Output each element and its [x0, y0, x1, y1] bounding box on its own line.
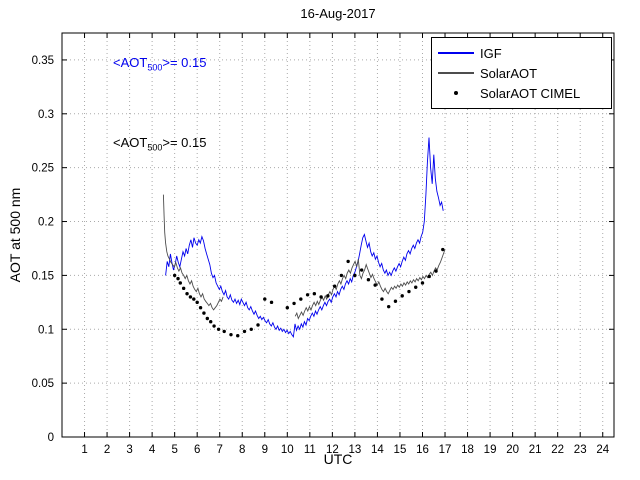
svg-text:1: 1: [81, 444, 87, 456]
svg-text:9: 9: [262, 444, 268, 456]
annotation-text-suffix: >= 0.15: [162, 55, 207, 70]
svg-text:18: 18: [461, 444, 474, 456]
chart-title: 16-Aug-2017: [300, 6, 376, 21]
svg-text:2: 2: [104, 444, 110, 456]
legend-label-solaraot: SolarAOT: [480, 65, 538, 81]
svg-text:17: 17: [439, 444, 452, 456]
legend-label-solaraot-cimel: SolarAOT CIMEL: [480, 85, 581, 101]
solaraot-cimel-dot-sample-wrap: [432, 91, 480, 95]
legend-entry-solaraot: SolarAOT: [432, 63, 611, 83]
annotation-text-prefix: <AOT: [113, 135, 148, 150]
svg-text:4: 4: [149, 444, 156, 456]
svg-text:15: 15: [394, 444, 407, 456]
svg-text:0.25: 0.25: [32, 163, 54, 175]
svg-text:23: 23: [574, 444, 587, 456]
annotation-text-suffix: >= 0.15: [162, 135, 207, 150]
legend: IGF SolarAOT SolarAOT CIMEL: [431, 37, 612, 109]
svg-text:8: 8: [239, 444, 245, 456]
svg-text:0.35: 0.35: [32, 55, 54, 67]
solaraot-line-sample: [438, 72, 474, 74]
annotation-subscript: 500: [147, 62, 163, 73]
svg-text:3: 3: [126, 444, 132, 456]
igf-line-sample: [438, 52, 474, 54]
svg-text:19: 19: [484, 444, 497, 456]
svg-text:12: 12: [326, 444, 339, 456]
svg-text:7: 7: [217, 444, 223, 456]
svg-text:10: 10: [281, 444, 294, 456]
svg-text:0.3: 0.3: [38, 109, 54, 121]
solaraot-line-sample-wrap: [432, 72, 480, 74]
svg-text:6: 6: [194, 444, 200, 456]
svg-text:5: 5: [171, 444, 177, 456]
solaraot-cimel-dot-sample: [454, 91, 458, 95]
svg-text:22: 22: [551, 444, 564, 456]
svg-text:13: 13: [348, 444, 361, 456]
svg-text:16: 16: [416, 444, 429, 456]
legend-entry-solaraot-cimel: SolarAOT CIMEL: [432, 83, 611, 103]
svg-text:14: 14: [371, 444, 384, 456]
legend-label-igf: IGF: [480, 45, 502, 61]
legend-entry-igf: IGF: [432, 43, 611, 63]
annotation-text-prefix: <AOT: [113, 55, 148, 70]
annotation-igf-mean-aot: <AOT500>= 0.15: [113, 55, 206, 73]
svg-text:21: 21: [529, 444, 542, 456]
annotation-subscript: 500: [147, 142, 163, 153]
svg-text:0: 0: [48, 432, 54, 444]
svg-text:0.15: 0.15: [32, 270, 54, 282]
svg-text:11: 11: [304, 444, 316, 456]
svg-text:0.05: 0.05: [32, 378, 54, 390]
svg-text:24: 24: [596, 444, 609, 456]
x-axis-label: UTC: [323, 451, 353, 467]
igf-line-sample-wrap: [432, 52, 480, 54]
svg-text:0.1: 0.1: [38, 324, 54, 336]
svg-text:20: 20: [506, 444, 519, 456]
svg-text:0.2: 0.2: [38, 217, 54, 229]
annotation-solaraot-mean-aot: <AOT500>= 0.15: [113, 135, 206, 153]
